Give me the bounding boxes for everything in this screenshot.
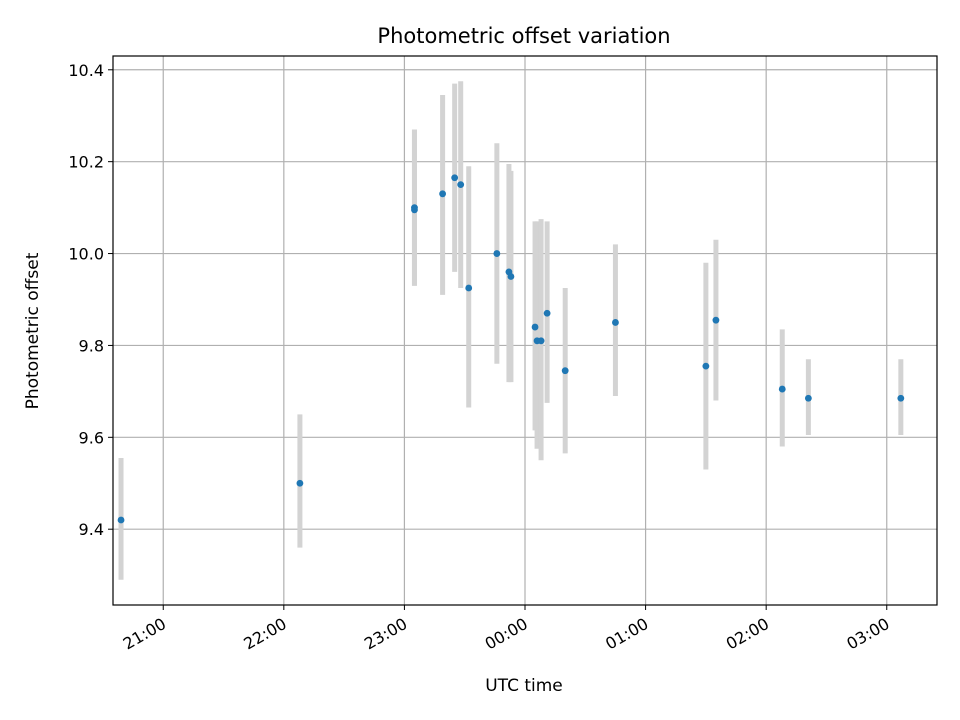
data-point [531, 323, 539, 331]
data-point [778, 385, 786, 393]
data-point [451, 174, 459, 182]
data-point [439, 190, 446, 198]
data-point [411, 206, 418, 214]
data-point [296, 479, 304, 487]
x-axis: 21:00 22:00 23:00 00:00 01:00 02:00 03:00 [120, 605, 893, 654]
data-point [465, 284, 473, 292]
y-tick-label: 10.4 [68, 61, 104, 80]
x-tick-label: 01:00 [602, 614, 651, 654]
y-tick-label: 10.0 [68, 245, 104, 264]
x-tick-label: 23:00 [361, 614, 410, 654]
x-axis-label: UTC time [485, 676, 563, 696]
x-tick-label: 21:00 [120, 614, 169, 654]
y-axis-label: Photometric offset [23, 252, 43, 409]
y-tick-label: 9.4 [79, 520, 104, 539]
x-tick-label: 00:00 [482, 614, 531, 654]
y-axis: 9.4 9.6 9.8 10.0 10.2 10.4 [68, 61, 113, 539]
data-point [561, 367, 569, 375]
x-tick-label: 02:00 [723, 614, 772, 654]
grid [113, 56, 937, 605]
x-tick-label: 22:00 [240, 614, 289, 654]
x-tick-label: 03:00 [843, 614, 892, 654]
error-bars [118, 81, 904, 580]
data-point [117, 516, 125, 524]
y-tick-label: 9.6 [79, 428, 104, 447]
data-point [493, 250, 501, 257]
data-point [804, 394, 812, 402]
data-point [712, 316, 720, 324]
chart-title: Photometric offset variation [377, 24, 670, 48]
data-point [897, 394, 905, 402]
data-point [543, 309, 551, 317]
data-point [507, 273, 515, 280]
data-point [457, 181, 465, 189]
data-point [612, 319, 619, 326]
y-tick-label: 10.2 [68, 153, 104, 172]
data-point [702, 362, 710, 370]
data-points [117, 174, 905, 524]
data-point [537, 337, 545, 345]
y-tick-label: 9.8 [79, 336, 104, 355]
